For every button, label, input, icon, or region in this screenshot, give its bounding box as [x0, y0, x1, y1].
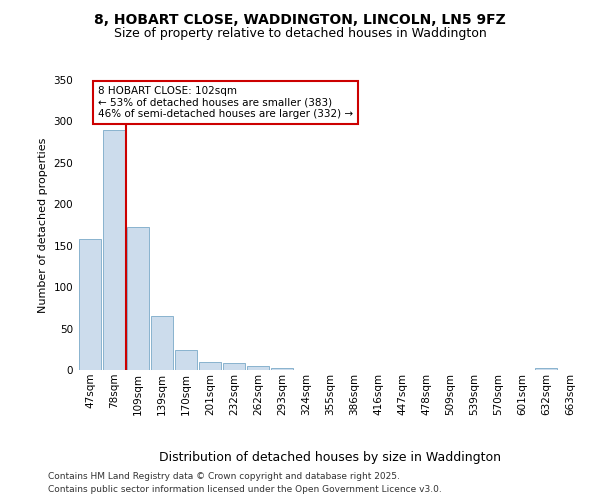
Bar [535, 368, 557, 370]
Text: Contains public sector information licensed under the Open Government Licence v3: Contains public sector information licen… [48, 485, 442, 494]
Bar [223, 364, 245, 370]
Bar [127, 228, 149, 370]
Bar [175, 350, 197, 370]
Bar [271, 368, 293, 370]
Text: Contains HM Land Registry data © Crown copyright and database right 2025.: Contains HM Land Registry data © Crown c… [48, 472, 400, 481]
Bar [151, 316, 173, 370]
Text: Distribution of detached houses by size in Waddington: Distribution of detached houses by size … [159, 451, 501, 464]
Text: 8 HOBART CLOSE: 102sqm
← 53% of detached houses are smaller (383)
46% of semi-de: 8 HOBART CLOSE: 102sqm ← 53% of detached… [98, 86, 353, 119]
Y-axis label: Number of detached properties: Number of detached properties [38, 138, 48, 312]
Bar [199, 362, 221, 370]
Bar [247, 366, 269, 370]
Bar [79, 239, 101, 370]
Text: 8, HOBART CLOSE, WADDINGTON, LINCOLN, LN5 9FZ: 8, HOBART CLOSE, WADDINGTON, LINCOLN, LN… [94, 12, 506, 26]
Bar [103, 130, 125, 370]
Text: Size of property relative to detached houses in Waddington: Size of property relative to detached ho… [113, 28, 487, 40]
